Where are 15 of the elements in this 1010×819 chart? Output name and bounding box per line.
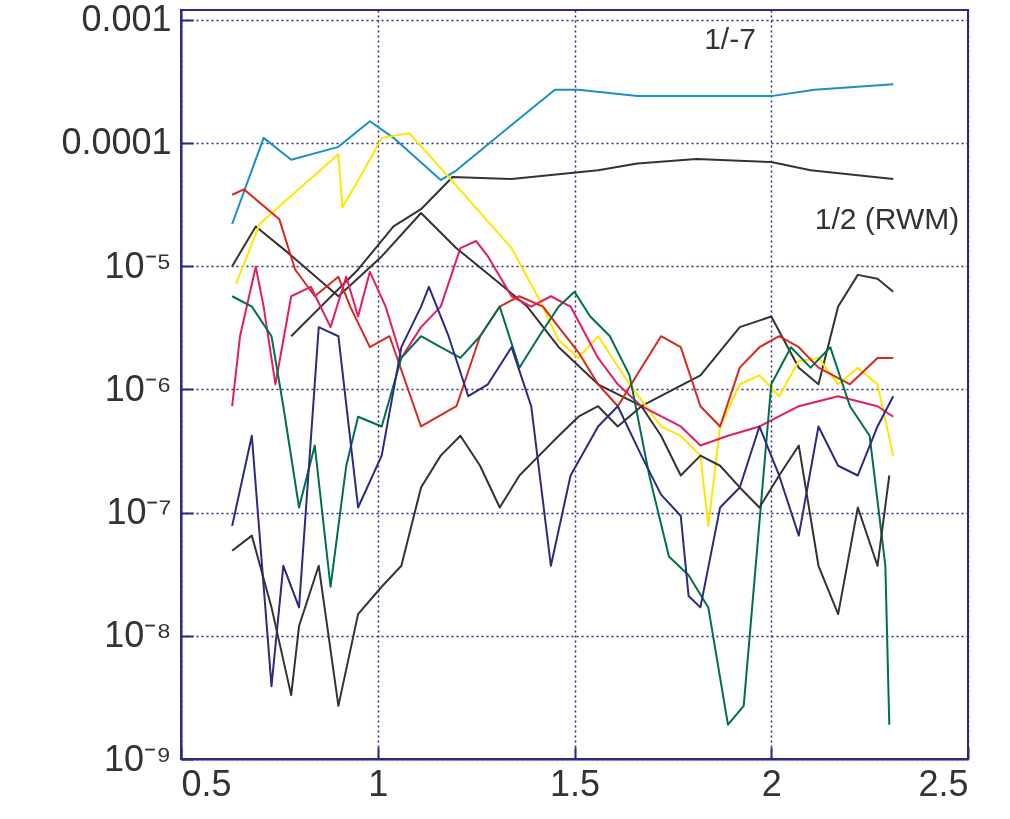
y-tick-label: 10⁻⁶ <box>104 367 172 409</box>
x-tick-label: 0.5 <box>181 762 232 804</box>
y-tick-label: 10⁻⁷ <box>106 491 172 533</box>
annotation: 1/-7 <box>704 22 756 55</box>
y-tick-label: 0.001 <box>81 0 172 40</box>
y-tick-label: 10⁻⁵ <box>104 244 172 286</box>
y-tick-label: 10⁻⁸ <box>104 614 172 656</box>
y-tick-label: 0.0001 <box>61 121 172 163</box>
x-tick-label: 1 <box>368 762 389 804</box>
x-tick-label: 1.5 <box>549 762 601 804</box>
annotation: 1/2 (RWM) <box>814 202 960 235</box>
y-tick-label: 10⁻⁹ <box>104 737 172 779</box>
x-tick-label: 2.5 <box>918 762 969 804</box>
line-series <box>231 240 895 447</box>
x-tick-label: 2 <box>761 762 782 804</box>
